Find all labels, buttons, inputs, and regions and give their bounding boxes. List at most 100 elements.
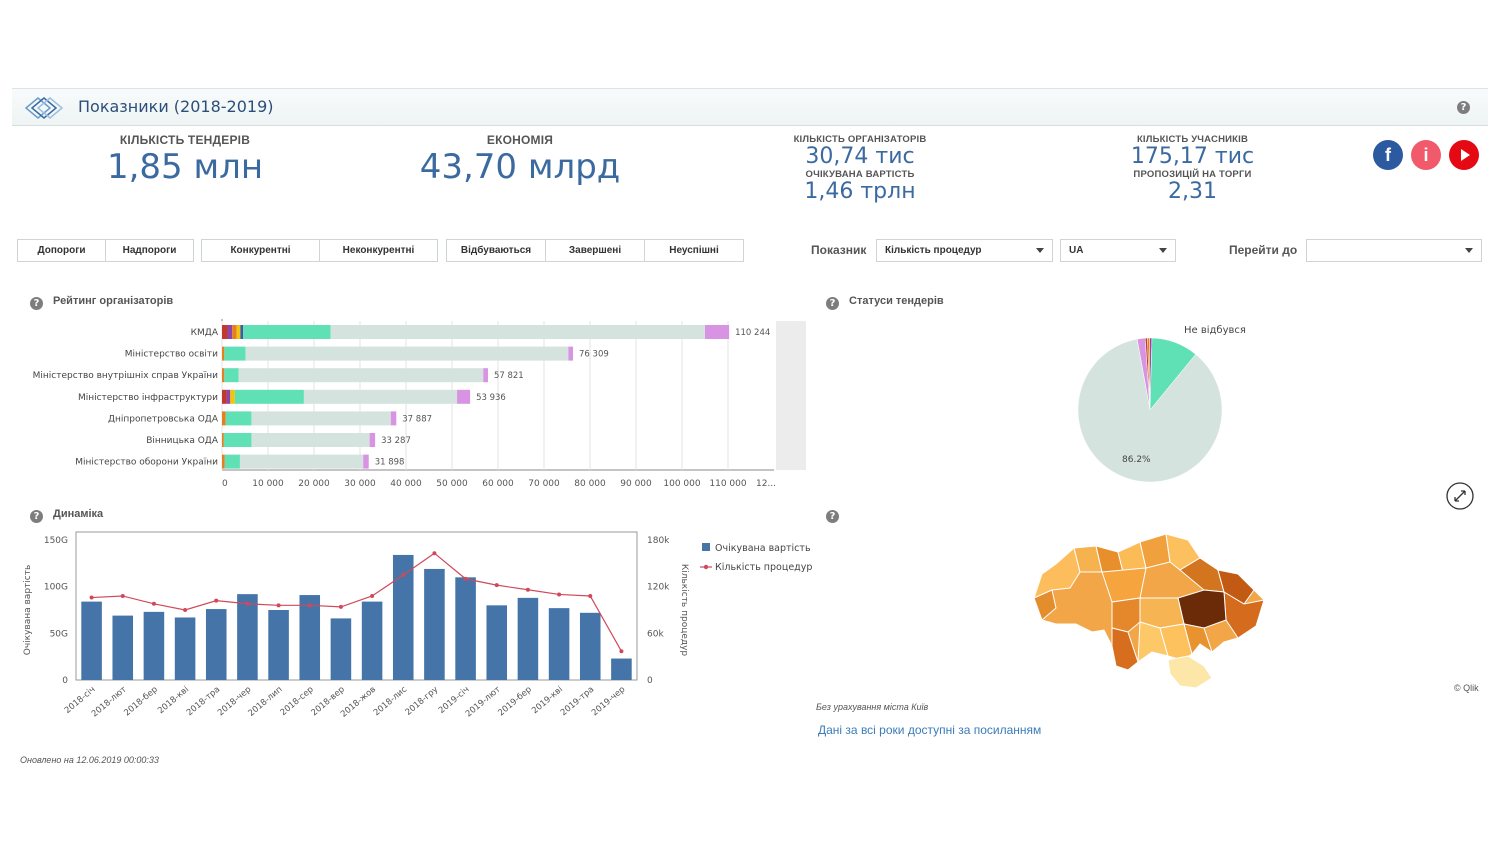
help-icon[interactable]: ? [1457,101,1470,114]
map-credit: © Qlik [1454,683,1479,693]
line-point [432,551,437,556]
bar-segment [222,389,227,404]
data-label: 110 244 [735,328,770,338]
y-axis-label: Очікувана вартість [23,565,33,656]
category-label: Міністерство внутрішніх справ України [33,371,218,381]
bar-segment [223,433,252,447]
y-tick-label: 100G [44,583,68,593]
line-point [276,603,281,608]
x-tick-label: 2018-лют [90,685,129,720]
x-tick-label: 2018-лип [247,685,285,719]
category-label: Міністерство інфраструктури [78,393,218,403]
x-tick-label: 2019-тра [559,685,596,719]
filter-unsuccessful[interactable]: Неуспішні [644,239,744,262]
filter-completed[interactable]: Завершені [545,239,645,262]
category-label: Міністерство освіти [125,350,218,360]
filter-ongoing[interactable]: Відбуваються [446,239,546,262]
bar-segment [236,325,241,339]
updated-timestamp: Оновлено на 12.06.2019 00:00:33 [20,755,159,765]
bar-segment [227,325,233,339]
chevron-down-icon [1159,248,1167,253]
filter-below-threshold[interactable]: Допороги [17,239,106,262]
category-label: Дніпропетровська ОДА [108,414,219,424]
facebook-icon[interactable]: f [1373,140,1403,170]
kpi-label: ЕКОНОМІЯ [486,133,554,147]
filter-group-status: Відбуваються Завершені Неуспішні [446,239,744,262]
filter-noncompetitive[interactable]: Неконкурентні [319,239,438,262]
bar [299,595,321,680]
line-point [370,594,375,598]
x-tick-label: 10 000 [252,479,284,489]
bar-segment [390,411,397,426]
bar [81,601,102,680]
kpi-label: ПРОПОЗИЦІЙ НА ТОРГИ [1133,169,1252,180]
legend-swatch [702,543,710,551]
legend-entry: Очікувана вартість [715,543,811,554]
x-tick-label: 90 000 [620,479,652,489]
bar-segment [222,411,226,426]
line-point [557,592,562,597]
legend-swatch [703,564,709,570]
data-label: 76 309 [579,350,609,360]
data-label: 31 898 [375,458,405,468]
category-label: КМДА [191,328,219,338]
bar-segment [303,389,458,404]
filter-above-threshold[interactable]: Надпороги [105,239,194,262]
y-tick-label: 0 [62,676,68,686]
bar-segment [251,411,391,426]
youtube-icon[interactable] [1449,140,1479,170]
all-years-data-link[interactable]: Дані за всі роки доступні за посиланням [818,723,1042,737]
bar [579,612,601,680]
y2-tick-label: 0 [647,676,653,686]
kpi-participants: КІЛЬКІСТЬ УЧАСНИКІВ 175,17 тис ПРОПОЗИЦІ… [1110,134,1275,204]
line-point [307,603,312,608]
title-bar: Показники (2018-2019) ? [12,88,1488,126]
bar-segment [483,368,488,383]
line-point [463,576,468,581]
goto-label: Перейти до [1229,243,1298,257]
bar [424,568,445,680]
kpi-value: 43,70 млрд [419,147,621,187]
y2-axis-label: Кількість процедур [679,564,689,657]
help-icon[interactable]: ? [30,510,43,523]
currency-select-value: UA [1069,245,1084,256]
currency-select[interactable]: UA [1060,239,1176,262]
kpi-value: 175,17 тис [1130,144,1255,169]
kpi-organizers: КІЛЬКІСТЬ ОРГАНІЗАТОРІВ 30,74 тис ОЧІКУВ… [780,134,940,204]
bar [486,605,508,680]
expand-icon[interactable] [1445,481,1475,511]
info-icon[interactable]: i [1411,140,1441,170]
kpi-label: КІЛЬКІСТЬ УЧАСНИКІВ [1136,134,1249,145]
bar-segment [224,368,239,383]
help-icon[interactable]: ? [826,297,839,310]
x-tick-label: 2018-лис [372,684,410,718]
bar-segment [230,389,235,404]
line-point [338,604,343,609]
bar-segment [222,346,225,361]
bar [174,617,196,680]
help-icon[interactable]: ? [826,510,839,523]
help-icon[interactable]: ? [30,297,43,310]
line-point [120,594,125,598]
indicator-select[interactable]: Кількість процедур [876,239,1053,262]
data-label: 33 287 [381,436,411,446]
bar-segment [225,411,252,426]
status-title: Статуси тендерів [849,295,944,307]
goto-select[interactable] [1306,239,1482,262]
legend-entry: Кількість процедур [715,562,812,573]
x-tick-label: 2018-гру [404,685,441,718]
bar [205,609,227,680]
bar [143,611,165,680]
x-tick-label: 30 000 [344,479,376,489]
x-tick-label: 0 [222,479,228,489]
x-tick-label: 12... [756,479,776,489]
x-tick-label: 60 000 [482,479,514,489]
rating-chart: 0 10 000 20 000 30 000 40 000 50 000 60 000 70 … [33,319,806,489]
data-label: 37 887 [402,414,432,424]
bar [548,608,570,680]
filter-competitive[interactable]: Конкурентні [201,239,320,262]
category-label: Вінницька ОДА [146,436,219,446]
x-tick-label: 80 000 [574,479,606,489]
x-tick-label: 40 000 [390,479,422,489]
dynamics-title: Динаміка [53,508,104,520]
